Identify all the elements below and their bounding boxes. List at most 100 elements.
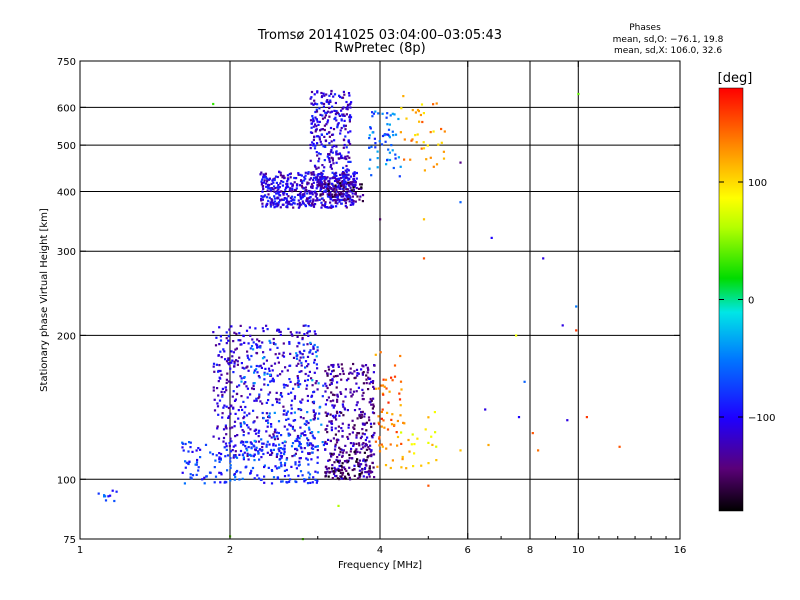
data-point xyxy=(314,350,318,354)
data-point xyxy=(328,192,331,195)
data-point xyxy=(347,194,350,197)
data-point xyxy=(314,382,317,385)
data-point xyxy=(250,442,253,445)
data-point xyxy=(330,420,333,423)
data-point xyxy=(326,193,329,196)
data-point xyxy=(301,398,304,401)
data-point xyxy=(334,443,337,446)
data-point xyxy=(334,172,337,175)
data-point xyxy=(394,153,397,156)
data-point xyxy=(258,429,261,432)
data-point xyxy=(219,457,222,460)
data-point xyxy=(212,386,215,389)
data-point xyxy=(332,185,335,188)
data-point xyxy=(285,413,288,416)
data-point xyxy=(276,189,279,192)
data-point xyxy=(317,152,320,155)
data-point xyxy=(329,198,332,201)
data-point xyxy=(370,435,374,438)
data-point xyxy=(274,444,277,447)
data-points xyxy=(97,89,621,541)
data-point xyxy=(296,193,300,196)
data-point xyxy=(241,429,244,432)
data-point xyxy=(344,169,347,172)
data-point xyxy=(354,449,357,452)
data-point xyxy=(333,393,336,397)
data-point xyxy=(275,181,278,184)
data-point xyxy=(291,185,294,188)
data-point xyxy=(295,177,298,180)
data-point xyxy=(283,177,286,180)
data-point xyxy=(332,470,335,473)
data-point xyxy=(306,399,309,402)
data-point xyxy=(229,437,232,440)
data-point xyxy=(357,463,360,466)
data-point xyxy=(221,416,224,419)
data-point xyxy=(343,181,346,184)
data-point xyxy=(260,388,263,391)
data-point xyxy=(216,405,220,408)
data-point xyxy=(278,170,281,174)
data-point xyxy=(381,112,384,115)
data-point xyxy=(361,428,364,431)
data-point xyxy=(348,197,352,200)
data-point xyxy=(358,198,361,201)
data-point xyxy=(300,370,303,373)
data-point xyxy=(332,437,335,440)
data-point xyxy=(360,463,363,466)
data-point xyxy=(203,476,206,479)
data-point xyxy=(420,103,424,106)
data-point xyxy=(361,200,364,203)
data-point xyxy=(341,180,344,183)
data-point xyxy=(341,370,345,373)
data-point xyxy=(353,464,356,467)
data-point xyxy=(246,350,249,353)
data-point xyxy=(245,329,249,332)
data-point xyxy=(288,378,291,381)
data-point xyxy=(353,174,356,178)
data-point xyxy=(269,188,272,191)
data-point xyxy=(306,199,309,202)
data-point xyxy=(258,393,261,396)
data-point xyxy=(215,336,218,339)
data-point xyxy=(230,350,233,353)
data-point xyxy=(320,181,323,184)
data-point xyxy=(303,478,306,481)
data-point xyxy=(349,450,352,453)
data-point xyxy=(314,102,317,105)
data-point xyxy=(352,442,355,445)
data-point xyxy=(253,382,256,385)
data-point xyxy=(290,412,293,415)
data-point xyxy=(330,193,333,196)
data-point xyxy=(332,399,335,402)
data-point xyxy=(338,414,341,417)
data-point xyxy=(243,382,246,385)
data-point xyxy=(306,183,309,186)
data-point xyxy=(272,433,275,436)
data-point xyxy=(313,358,316,362)
data-point xyxy=(312,345,315,348)
data-point xyxy=(307,463,310,466)
data-point xyxy=(296,381,299,385)
data-point xyxy=(398,175,401,178)
data-point xyxy=(219,369,222,373)
data-point xyxy=(321,164,324,167)
data-point xyxy=(287,186,290,189)
data-point xyxy=(427,484,430,487)
data-point xyxy=(320,174,323,178)
data-point xyxy=(267,421,270,425)
data-point xyxy=(270,364,273,367)
data-point xyxy=(250,354,253,358)
x-tick-label: 16 xyxy=(674,545,687,556)
data-point xyxy=(273,190,276,193)
data-point xyxy=(338,114,341,117)
data-point xyxy=(272,380,275,383)
data-point xyxy=(285,199,289,202)
data-point xyxy=(324,390,327,393)
data-point xyxy=(302,324,305,327)
data-point xyxy=(260,366,263,369)
data-point xyxy=(201,478,204,481)
data-point xyxy=(300,432,303,435)
data-point xyxy=(324,475,327,478)
data-point xyxy=(339,187,342,190)
